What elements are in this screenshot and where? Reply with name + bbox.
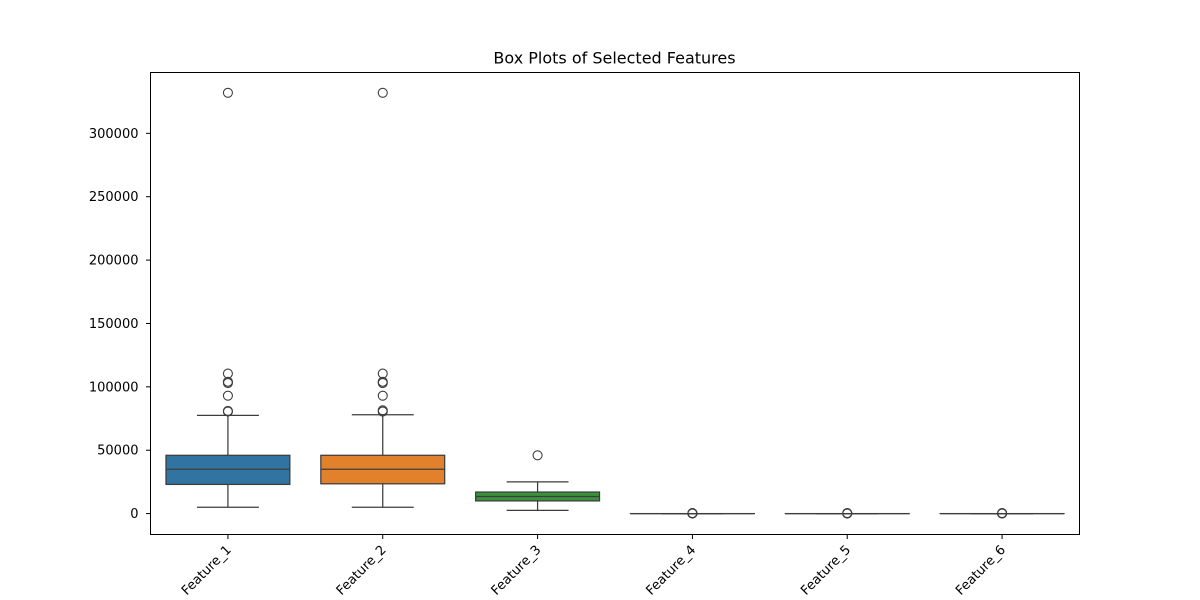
y-tick-label: 300000: [89, 127, 139, 142]
outlier-point: [222, 405, 233, 416]
box-group-feature-6: [939, 508, 1065, 519]
outlier-point: [532, 450, 543, 461]
x-tick-label: Feature_5: [798, 543, 854, 599]
outlier-point: [222, 390, 233, 401]
outlier-point: [997, 508, 1008, 519]
box-iqr: [165, 454, 291, 486]
y-tick-label: 0: [130, 507, 138, 522]
box-group-feature-2: [320, 87, 446, 508]
outlier-point: [687, 508, 698, 519]
outlier-point: [377, 376, 388, 387]
outlier-point: [222, 376, 233, 387]
y-tick-label: 200000: [89, 254, 139, 269]
y-tick-label: 250000: [89, 190, 139, 205]
plot-area: 0 50000 100000 150000 200000 250000 300000 Feat…: [89, 87, 1065, 599]
outlier-point: [377, 390, 388, 401]
outlier-point: [842, 508, 853, 519]
y-tick-label: 100000: [89, 380, 139, 395]
y-tick-label: 50000: [97, 444, 138, 459]
y-tick-label: 150000: [89, 317, 139, 332]
outlier-point: [377, 87, 388, 98]
box-group-feature-1: [165, 87, 291, 508]
box-group-feature-5: [784, 508, 910, 519]
box-group-feature-3: [475, 450, 601, 512]
outlier-point: [222, 87, 233, 98]
chart-title: Box Plots of Selected Features: [493, 49, 735, 68]
x-tick-label: Feature_4: [643, 543, 699, 599]
outlier-point: [377, 405, 388, 416]
outlier-point: [222, 368, 233, 379]
x-tick-label: Feature_1: [179, 543, 235, 599]
outlier-point: [377, 368, 388, 379]
x-tick-label: Feature_3: [489, 543, 545, 599]
x-tick-label: Feature_2: [334, 543, 390, 599]
plot-frame: [150, 72, 1080, 535]
x-tick-label: Feature_6: [953, 543, 1009, 599]
box-group-feature-4: [629, 508, 755, 519]
